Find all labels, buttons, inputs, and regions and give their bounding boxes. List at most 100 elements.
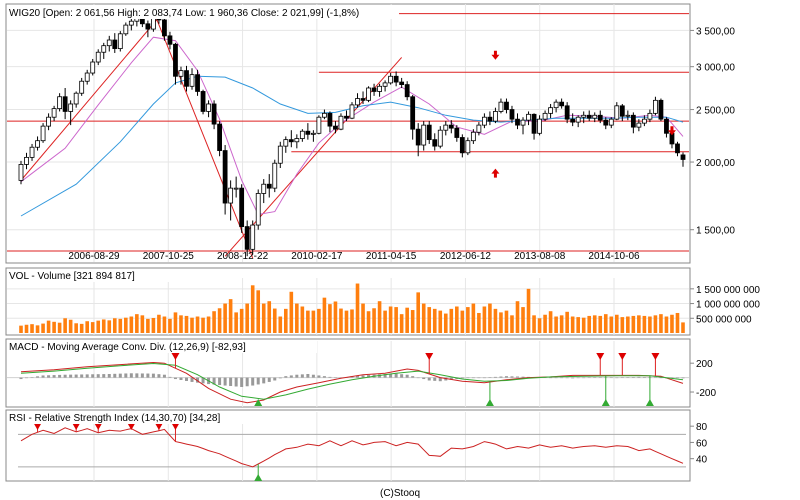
- candle-down: [432, 139, 438, 147]
- candle-down: [570, 118, 576, 123]
- macd-histogram-bar: [333, 377, 337, 379]
- volume-bar: [272, 308, 277, 333]
- candle-up: [388, 75, 394, 84]
- candle-down: [630, 114, 636, 128]
- rsi-y-tick-label: 40: [696, 455, 708, 466]
- volume-bar: [300, 306, 305, 333]
- macd-histogram-bar: [52, 375, 56, 378]
- price-y-axis: 3 500,00 3 000,00 2 500,00 2 000,00 1 500,00: [690, 26, 735, 237]
- volume-bar: [603, 314, 608, 333]
- volume-bar: [504, 310, 509, 333]
- macd-histogram-bar: [405, 374, 409, 378]
- candle-up: [51, 108, 57, 118]
- candle-up: [465, 140, 471, 154]
- candle-down: [211, 103, 217, 125]
- candle-down: [393, 75, 399, 83]
- price-y-tick-label: 2 000,00: [696, 158, 735, 169]
- candle-up: [625, 114, 631, 117]
- candle-down: [603, 119, 609, 126]
- volume-bar: [510, 315, 514, 333]
- volume-bar: [681, 322, 685, 333]
- candle-up: [526, 113, 531, 121]
- candle-up: [653, 99, 658, 114]
- candle-up: [101, 45, 107, 53]
- candle-down: [239, 187, 245, 227]
- macd-histogram: [19, 373, 685, 387]
- price-y-tick-label: 2 500,00: [696, 106, 735, 117]
- candle-down: [454, 127, 460, 138]
- candle-up: [233, 187, 239, 190]
- price-y-tick-label: 3 500,00: [696, 26, 735, 37]
- volume-bar: [168, 318, 172, 333]
- candle-up: [57, 96, 63, 110]
- volume-title-bg: [7, 269, 187, 282]
- candle-up: [316, 116, 322, 134]
- macd-histogram-bar: [400, 374, 404, 378]
- volume-bar: [372, 308, 376, 333]
- macd-histogram-bar: [196, 377, 200, 383]
- volume-bar: [46, 320, 51, 333]
- macd-y-tick-label: 200: [696, 359, 713, 370]
- volume-bars: [19, 283, 685, 333]
- macd-histogram-bar: [510, 376, 514, 378]
- macd-histogram-bar: [637, 376, 641, 378]
- red-down-arrow-icon: [667, 126, 676, 136]
- candle-up: [283, 139, 289, 147]
- volume-bar: [350, 309, 354, 333]
- volume-bar: [140, 315, 145, 333]
- macd-histogram-bar: [582, 377, 586, 379]
- volume-bar: [311, 310, 316, 333]
- volume-bar: [499, 312, 503, 333]
- red-triangle-down-icon: [33, 423, 42, 430]
- candle-up: [106, 39, 112, 47]
- candle-up: [493, 111, 498, 122]
- candle-down: [288, 139, 294, 143]
- macd-histogram-bar: [499, 376, 503, 378]
- candle-up: [322, 112, 327, 118]
- candle-up: [299, 130, 305, 139]
- volume-bar: [664, 316, 669, 333]
- macd-histogram-bar: [295, 374, 299, 378]
- candle-up: [349, 104, 355, 119]
- volume-bar: [24, 324, 29, 333]
- candle-up: [437, 129, 443, 147]
- volume-bar: [493, 308, 498, 333]
- macd-histogram-bar: [69, 374, 73, 378]
- candle-down: [244, 226, 250, 250]
- volume-bar: [333, 301, 338, 333]
- candle-up: [46, 116, 51, 127]
- volume-bar: [52, 321, 56, 333]
- price-x-axis: 2006-08-29 2007-10-25 2008-12-22 2010-02-17…: [68, 251, 640, 262]
- macd-histogram-bar: [615, 377, 619, 379]
- volume-bar: [455, 306, 459, 333]
- volume-bar: [620, 317, 625, 333]
- volume-y-tick-label: 1 500 000 000: [696, 285, 760, 296]
- macd-histogram-bar: [659, 377, 663, 379]
- volume-bar: [245, 303, 249, 333]
- candle-down: [531, 113, 537, 134]
- candle-up: [481, 116, 487, 126]
- macd-histogram-bar: [113, 373, 117, 378]
- macd-histogram-bar: [240, 377, 244, 387]
- candle-up: [206, 103, 211, 112]
- candle-down: [426, 124, 432, 141]
- candle-down: [564, 105, 570, 120]
- rsi-signal-markers: [33, 423, 263, 481]
- macd-histogram-bar: [25, 377, 29, 379]
- macd-histogram-bar: [251, 377, 255, 386]
- macd-histogram-bar: [449, 377, 453, 380]
- candle-down: [162, 19, 167, 37]
- candle-up: [476, 124, 482, 133]
- candle-down: [173, 43, 178, 77]
- candle-up: [178, 70, 184, 77]
- volume-bar: [19, 325, 23, 333]
- candle-down: [559, 101, 565, 107]
- macd-histogram-bar: [571, 377, 575, 379]
- price-arrow-markers: [491, 50, 676, 178]
- candle-down: [344, 115, 349, 119]
- candle-up: [18, 164, 24, 181]
- volume-bar: [157, 314, 161, 333]
- volume-bar: [344, 310, 349, 333]
- candle-up: [255, 193, 261, 226]
- volume-bar: [41, 323, 45, 333]
